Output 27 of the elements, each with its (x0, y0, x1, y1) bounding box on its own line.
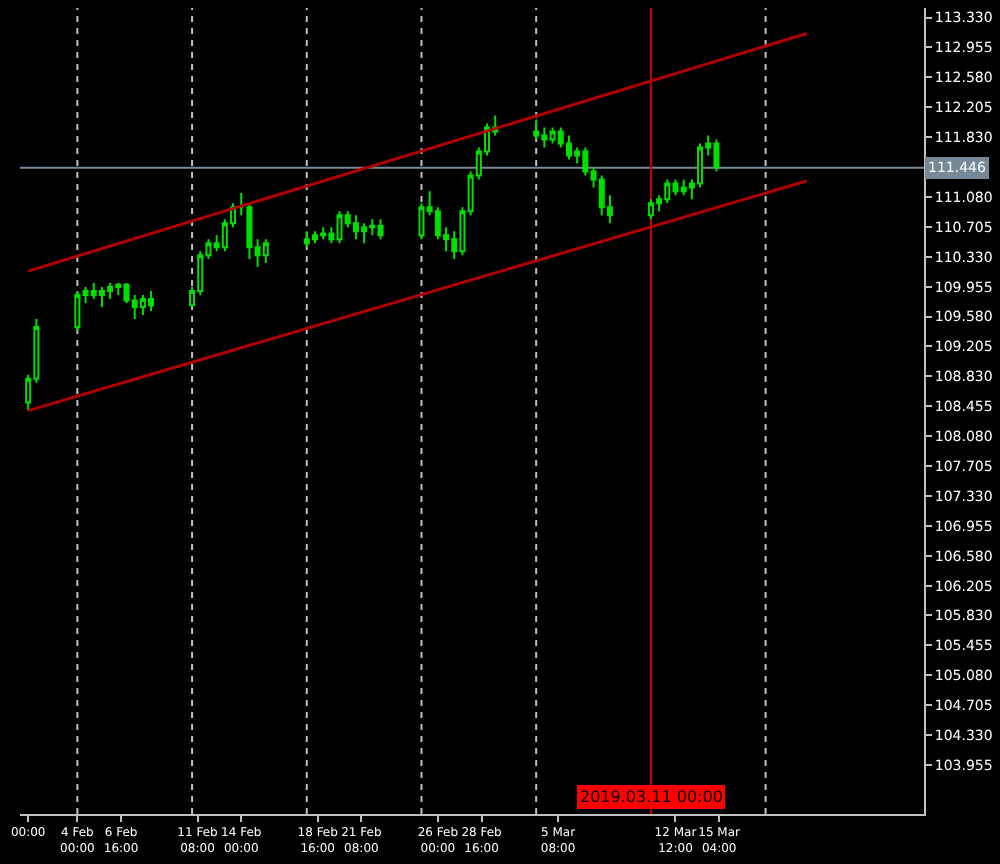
candlestick (303, 230, 310, 249)
candlestick (549, 126, 556, 145)
candlestick (377, 218, 384, 241)
candlestick (139, 294, 146, 316)
candlestick (320, 226, 327, 241)
candlestick (361, 222, 368, 245)
candlestick (107, 282, 114, 300)
candlestick (311, 230, 318, 245)
candlestick (598, 174, 605, 217)
candlestick (680, 178, 687, 197)
candlestick (115, 282, 122, 296)
candlestick (664, 178, 671, 205)
candlestick (533, 118, 540, 141)
candlestick (262, 238, 269, 265)
ref-line-label: 2019.03.11 00:00 (580, 788, 723, 806)
candlestick (672, 178, 679, 197)
candlestick (565, 134, 572, 161)
candlestick (74, 290, 81, 332)
candlestick (98, 286, 105, 308)
candlestick (541, 126, 548, 149)
candlestick (647, 198, 654, 221)
candlestick (369, 218, 376, 237)
candlestick (148, 290, 155, 312)
candlestick (336, 210, 343, 245)
candlestick (90, 282, 97, 300)
candlestick (352, 214, 359, 241)
candlestick (713, 138, 720, 173)
